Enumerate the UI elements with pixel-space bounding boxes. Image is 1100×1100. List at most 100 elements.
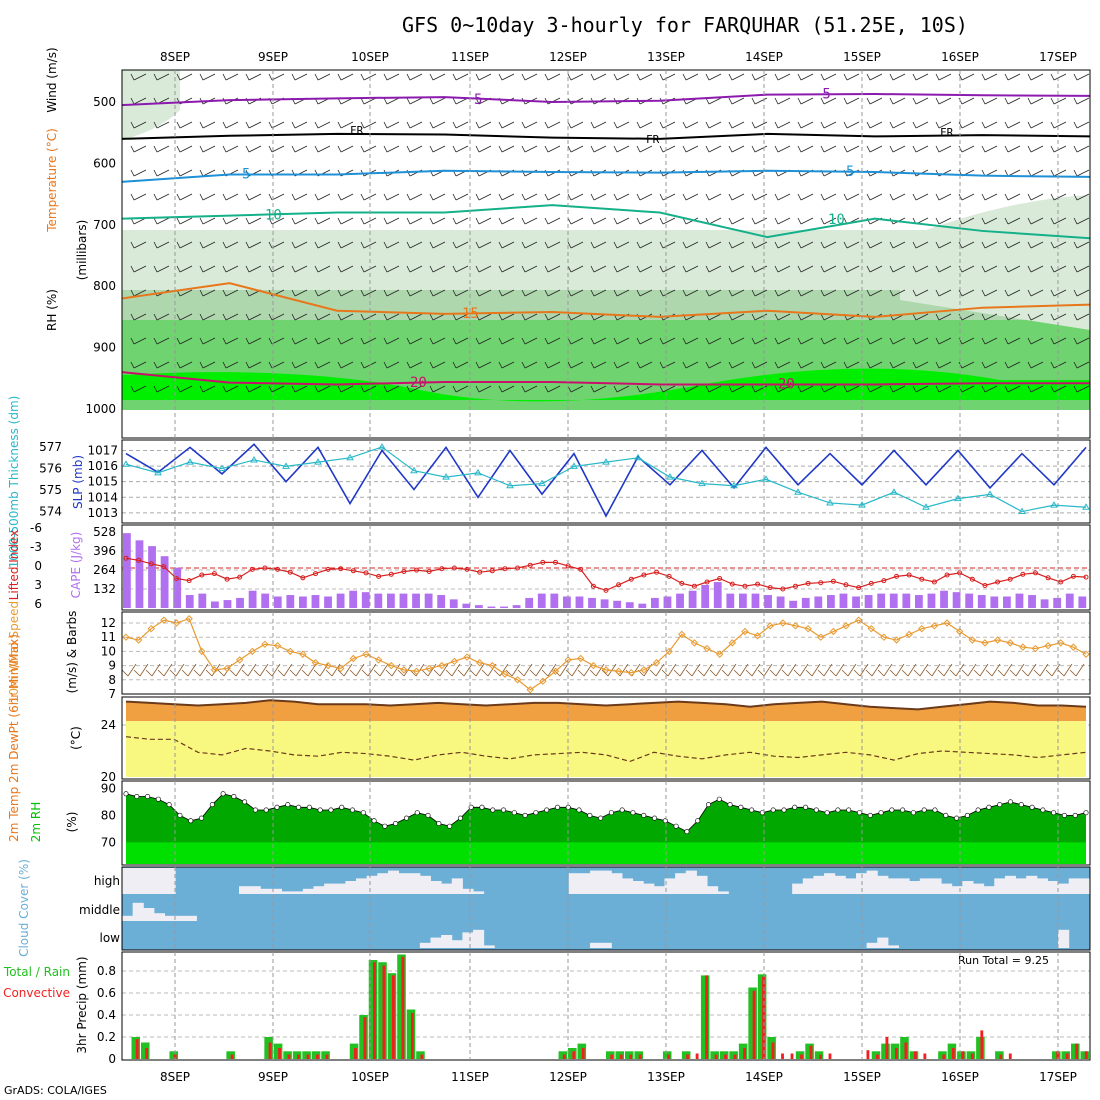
wind-barb-10m <box>181 663 197 677</box>
wind-marker <box>690 639 699 647</box>
rh2m-marker <box>155 796 161 802</box>
contour-label-neg5: 5 <box>474 92 482 108</box>
cape-bar <box>324 596 332 608</box>
wind-barb <box>705 289 722 297</box>
ylabel-lifted-index: Lifted Index <box>7 530 21 601</box>
precip-total-bar <box>615 1051 625 1059</box>
li-tick: 6 <box>34 597 42 611</box>
li-tick: -3 <box>30 540 42 554</box>
li-marker <box>982 583 988 588</box>
cloud-clear-segment <box>1026 875 1038 894</box>
cloud-clear-segment <box>1058 929 1070 948</box>
wind-barb-10m <box>325 663 341 677</box>
thickness-marker <box>762 475 770 482</box>
cloud-clear-segment <box>972 883 985 894</box>
rh2m-marker <box>188 818 194 824</box>
precip-conv-bar <box>714 1054 718 1059</box>
wind-barb <box>590 265 607 273</box>
x-tick-label-top: 17SEP <box>1039 50 1077 64</box>
precip-conv-bar <box>970 1053 974 1059</box>
wind-barb-10m <box>1021 663 1037 677</box>
cloud-clear-segment <box>707 886 719 894</box>
wind-marker <box>261 640 269 649</box>
rh2m-marker <box>695 818 701 824</box>
li-marker <box>641 572 647 578</box>
wind-barb <box>912 97 929 105</box>
wind-barb-10m <box>901 663 917 677</box>
cloud-clear-segment <box>483 945 495 948</box>
precip-conv-bar <box>373 962 376 1059</box>
panel-cape-frame <box>121 524 1091 611</box>
precip-total-bar <box>273 1043 283 1059</box>
wind-marker <box>602 666 610 674</box>
thickness-marker <box>474 468 482 476</box>
wind-barb <box>544 337 561 345</box>
wind-barb <box>682 193 699 201</box>
wind-marker <box>943 619 951 627</box>
wind-barb <box>751 217 768 225</box>
wind-barb-10m <box>289 663 305 677</box>
precip-conv-bar <box>1065 1053 1069 1059</box>
wind-marker <box>349 654 358 663</box>
wind-barb <box>429 289 446 297</box>
wind-marker <box>614 667 623 675</box>
cloud-clear-segment <box>877 875 889 894</box>
wind-barb <box>751 73 768 81</box>
wind-barb <box>820 289 837 297</box>
wind-barb <box>866 361 883 369</box>
wind-marker <box>362 650 370 658</box>
wind-barb-10m <box>1033 663 1049 677</box>
cape-bar <box>374 593 383 608</box>
temp-contour <box>121 204 1091 240</box>
precip-conv-bar <box>1084 1051 1088 1059</box>
wind-barb <box>682 121 699 129</box>
li-marker <box>1058 579 1064 585</box>
wind-barb <box>544 265 561 273</box>
wind-barb <box>774 145 791 153</box>
cloud-clear-segment <box>643 883 655 894</box>
rh2m-marker <box>824 810 830 816</box>
wind-marker <box>286 647 294 656</box>
cape-bar <box>261 593 270 608</box>
wind-barb <box>544 241 561 249</box>
y-tick-label: 600 <box>93 156 116 170</box>
wind-barb <box>222 337 239 345</box>
wind-barb <box>935 217 952 225</box>
thickness-marker <box>346 453 354 461</box>
cape-bar <box>424 593 433 608</box>
wind-barb <box>360 289 377 297</box>
precip-tick: 0.8 <box>97 964 116 978</box>
rh2m-marker <box>360 810 366 816</box>
y-tick-label: 1000 <box>85 402 116 416</box>
wind-barb <box>130 97 147 105</box>
x-tick-label-top: 15SEP <box>843 50 881 64</box>
li-marker <box>679 580 685 586</box>
wind-barb <box>498 337 515 345</box>
wind-barb <box>153 313 170 321</box>
precip-conv-bar <box>619 1054 623 1059</box>
wind-barb <box>176 121 193 129</box>
precip-conv-bar <box>562 1054 566 1059</box>
wind-barb <box>498 73 515 81</box>
wind-barb <box>613 337 630 345</box>
precip-conv-bar <box>828 1053 832 1059</box>
wind-barb <box>889 289 906 297</box>
wind-barb <box>176 217 193 225</box>
precip-conv-bar <box>913 1051 917 1059</box>
wind-barb <box>636 73 653 81</box>
wind-barb <box>176 313 193 321</box>
contour-label-20: 20 <box>410 375 427 391</box>
wind-barb <box>475 121 492 129</box>
wind-barb <box>981 361 998 369</box>
wind-barb <box>475 385 492 393</box>
li-marker <box>919 576 925 582</box>
rh2m-marker <box>652 815 658 821</box>
wind-barb <box>1027 217 1044 225</box>
precip-total-bar <box>406 1009 416 1059</box>
wind-barb <box>1004 97 1021 105</box>
wind-barb <box>406 145 423 153</box>
panel-precip-frame <box>121 951 1091 1061</box>
li-marker <box>174 576 180 581</box>
wind-marker <box>842 622 850 630</box>
rh2m-marker <box>393 820 399 826</box>
